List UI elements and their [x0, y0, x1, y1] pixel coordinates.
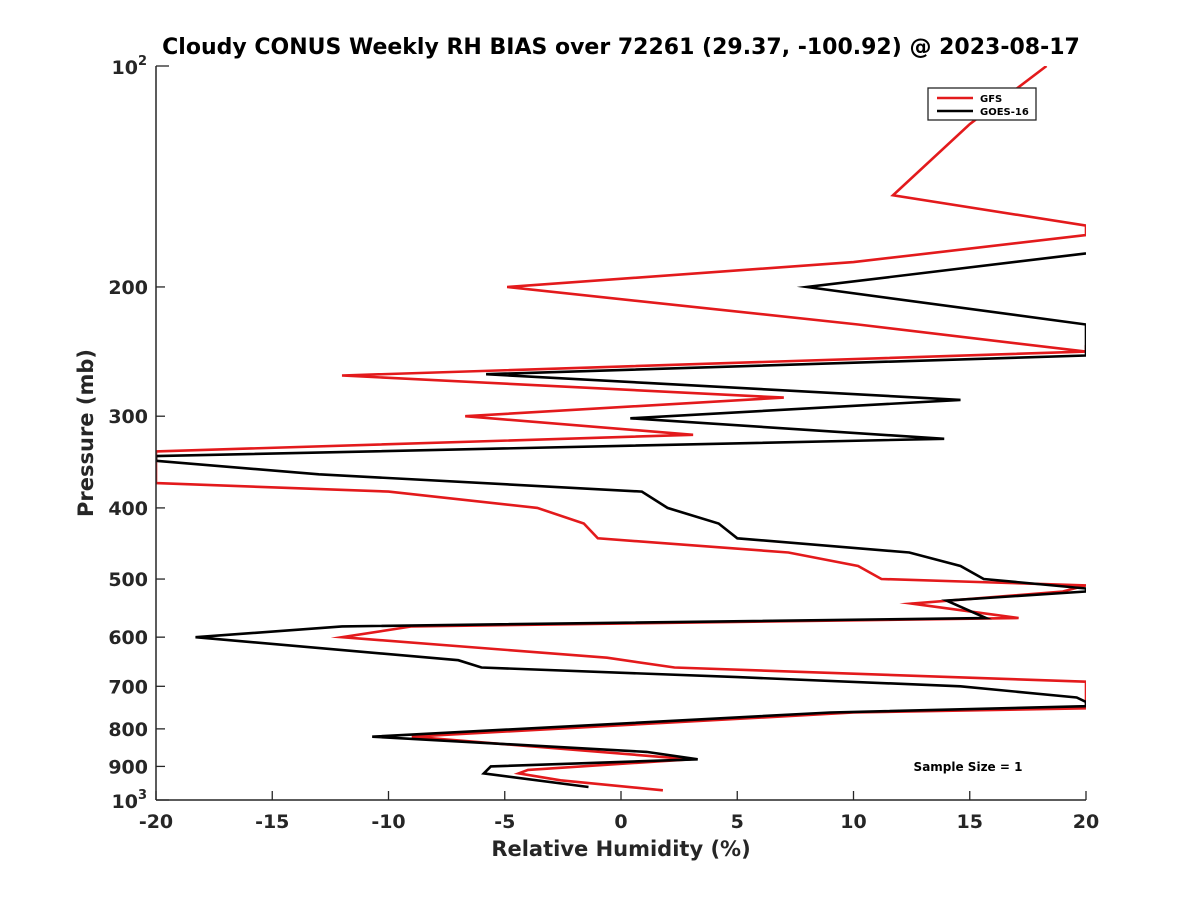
y-tick-label: 400 — [108, 498, 148, 520]
y-tick-label: 600 — [108, 627, 148, 649]
legend: GFS GOES-16 — [927, 87, 1037, 121]
x-tick-label: -5 — [494, 811, 515, 833]
series-line-gfs — [156, 66, 1086, 792]
x-tick-label: 0 — [614, 811, 627, 833]
y-tick-label: 800 — [108, 719, 148, 741]
axes-layer: -20 -15 -10 -5 0 5 10 15 20 200 300 400 500 600 700 800… — [108, 54, 1099, 833]
x-tick-label: 20 — [1073, 811, 1099, 833]
x-axis-label: Relative Humidity (%) — [491, 837, 750, 861]
chart-title: Cloudy CONUS Weekly RH BIAS over 72261 (… — [162, 35, 1080, 60]
y-decade-label: 102 — [112, 54, 148, 79]
series-layer — [156, 66, 1086, 792]
y-tick-label: 500 — [108, 569, 148, 591]
y-decade-label: 103 — [112, 788, 148, 813]
plot-area — [156, 66, 1086, 800]
legend-label: GFS — [980, 94, 1002, 105]
y-tick-label: 300 — [108, 406, 148, 428]
sample-size-annotation: Sample Size = 1 — [914, 760, 1023, 774]
x-tick-label: -15 — [255, 811, 289, 833]
y-tick-label: 200 — [108, 277, 148, 299]
x-tick-label: 5 — [731, 811, 744, 833]
x-tick-label: 15 — [957, 811, 983, 833]
legend-label: GOES-16 — [980, 107, 1029, 118]
x-tick-label: 10 — [840, 811, 866, 833]
y-tick-label: 900 — [108, 756, 148, 778]
x-tick-label: -10 — [371, 811, 405, 833]
y-tick-label: 700 — [108, 676, 148, 698]
series-line-goes-16 — [156, 252, 1086, 789]
y-axis-label: Pressure (mb) — [74, 349, 98, 517]
x-tick-label: -20 — [139, 811, 173, 833]
legend-box — [927, 87, 1037, 121]
